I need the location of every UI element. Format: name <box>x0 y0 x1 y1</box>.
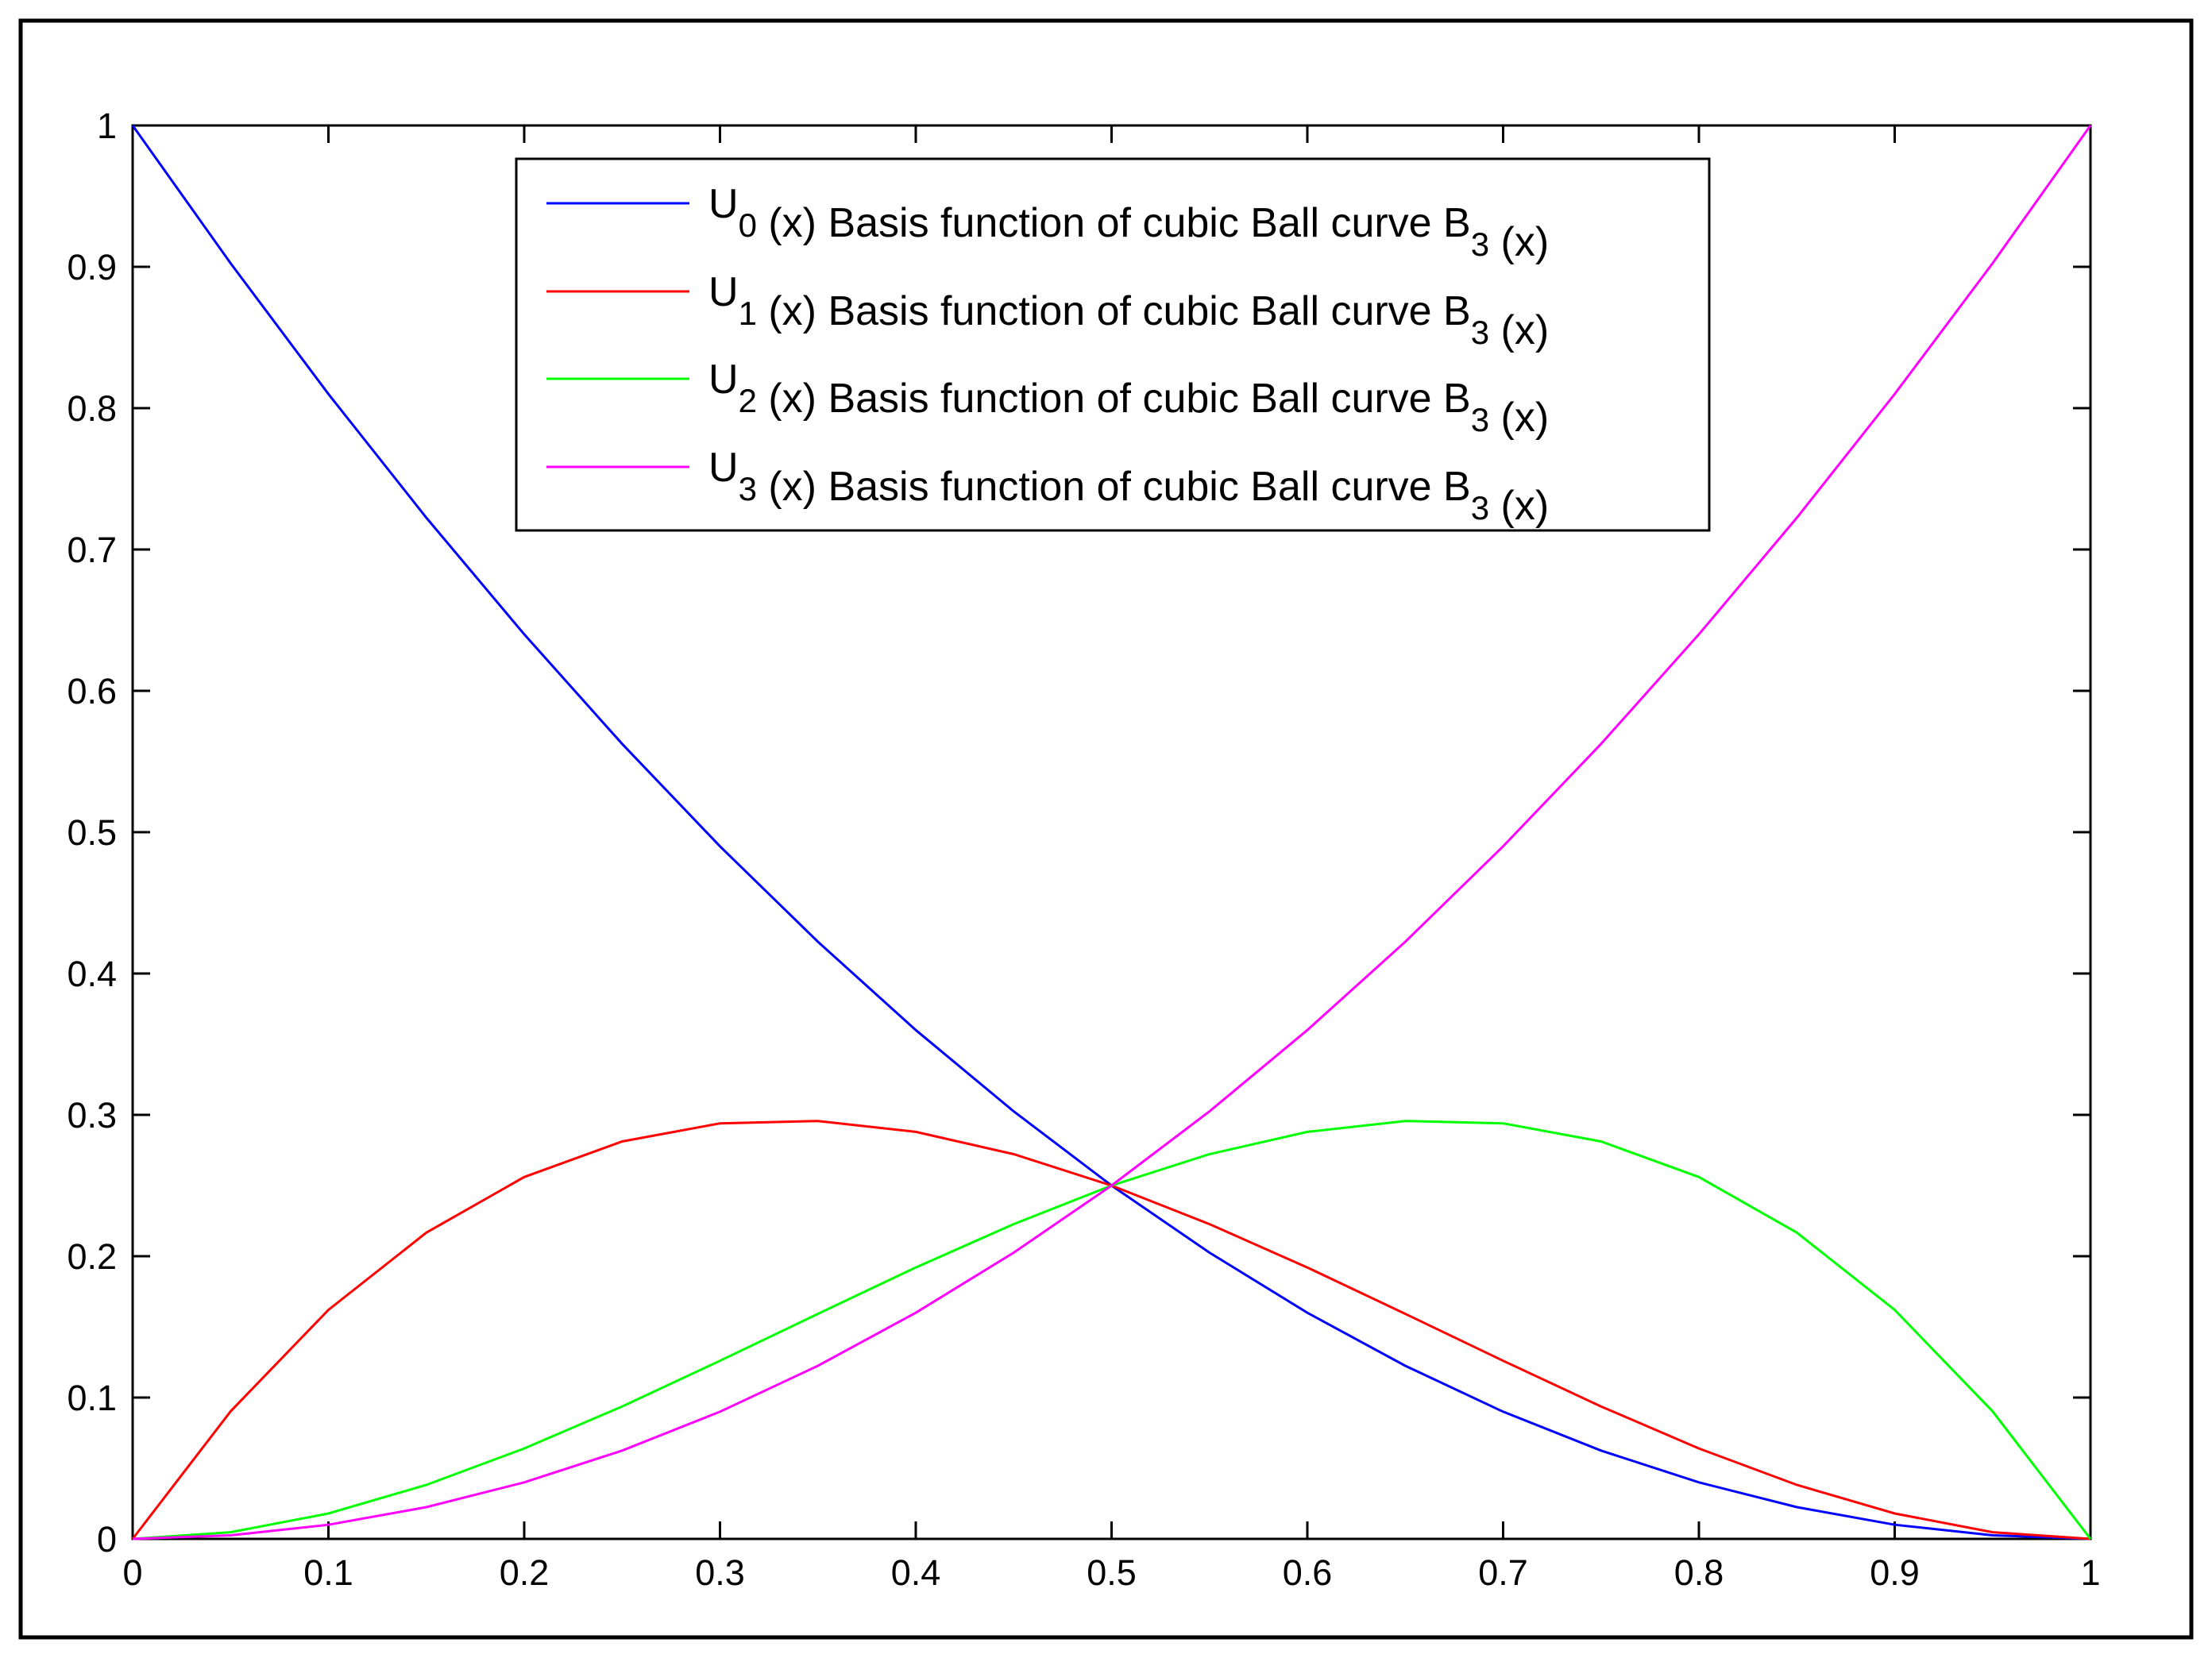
ticks <box>131 124 2092 1540</box>
legend-text-part: (x) Basis function of cubic Ball curve B <box>757 464 1471 510</box>
legend-subscript: 3 <box>1471 401 1489 438</box>
x-tick-label: 0.3 <box>695 1552 745 1593</box>
y-tick-label: 0.8 <box>67 388 117 429</box>
series-line-3 <box>132 125 2092 1540</box>
legend-label-3: U3 (x) Basis function of cubic Ball curv… <box>708 445 1549 529</box>
x-tick-label: 0.7 <box>1478 1552 1528 1593</box>
legend-box <box>515 157 1711 532</box>
y-tick-label: 0.5 <box>67 812 117 853</box>
y-tick-label: 0.6 <box>67 671 117 711</box>
y-tick-label: 0.7 <box>67 530 117 570</box>
legend-text-part: (x) Basis function of cubic Ball curve B <box>757 200 1471 246</box>
tick-labels: 0 0.1 0.2 0.3 0.4 0.5 0.6 0.7 0.8 0.9 1 0 0.1 0.2 0.3 0… <box>67 106 2100 1593</box>
x-tick-label: 0.9 <box>1870 1552 1920 1593</box>
legend-text-part: U <box>708 181 739 227</box>
legend-label-1: U1 (x) Basis function of cubic Ball curv… <box>708 269 1549 353</box>
legend-entries: U0 (x) Basis function of cubic Ball curv… <box>546 181 1549 529</box>
legend-text-part: U <box>708 269 739 315</box>
y-tick-label: 0.9 <box>67 247 117 287</box>
legend-text-part: U <box>708 445 739 491</box>
legend-text-part: (x) <box>1489 307 1549 353</box>
legend-subscript: 3 <box>739 470 757 507</box>
y-tick-label: 0.2 <box>67 1236 117 1277</box>
legend-text-part: (x) Basis function of cubic Ball curve B <box>757 288 1471 334</box>
x-tick-label: 0.1 <box>303 1552 353 1593</box>
legend-subscript: 0 <box>739 206 757 244</box>
x-tick-label: 0.2 <box>500 1552 550 1593</box>
y-tick-label: 0.3 <box>67 1095 117 1136</box>
legend-subscript: 1 <box>739 295 757 332</box>
x-tick-label: 0.8 <box>1674 1552 1724 1593</box>
legend-text-part: (x) <box>1489 395 1549 441</box>
x-tick-label: 0.6 <box>1283 1552 1333 1593</box>
y-tick-label: 1 <box>97 106 117 146</box>
legend-text-part: (x) <box>1489 483 1549 529</box>
y-tick-label: 0.1 <box>67 1378 117 1418</box>
legend-subscript: 3 <box>1471 489 1489 526</box>
legend: U0 (x) Basis function of cubic Ball curv… <box>515 157 1711 532</box>
legend-text-part: U <box>708 357 739 403</box>
legend-label-2: U2 (x) Basis function of cubic Ball curv… <box>708 357 1549 441</box>
legend-label-0: U0 (x) Basis function of cubic Ball curv… <box>708 181 1549 265</box>
y-tick-label: 0 <box>97 1519 117 1560</box>
x-tick-label: 0 <box>122 1552 142 1593</box>
x-tick-label: 1 <box>2080 1552 2100 1593</box>
y-tick-label: 0.4 <box>67 954 117 994</box>
x-tick-label: 0.5 <box>1087 1552 1137 1593</box>
legend-text-part: (x) <box>1489 219 1549 265</box>
legend-subscript: 3 <box>1471 226 1489 263</box>
legend-text-part: (x) Basis function of cubic Ball curve B <box>757 376 1471 422</box>
legend-subscript: 2 <box>739 382 757 419</box>
x-tick-label: 0.4 <box>891 1552 941 1593</box>
legend-subscript: 3 <box>1471 314 1489 351</box>
series-lines <box>131 125 2092 1540</box>
